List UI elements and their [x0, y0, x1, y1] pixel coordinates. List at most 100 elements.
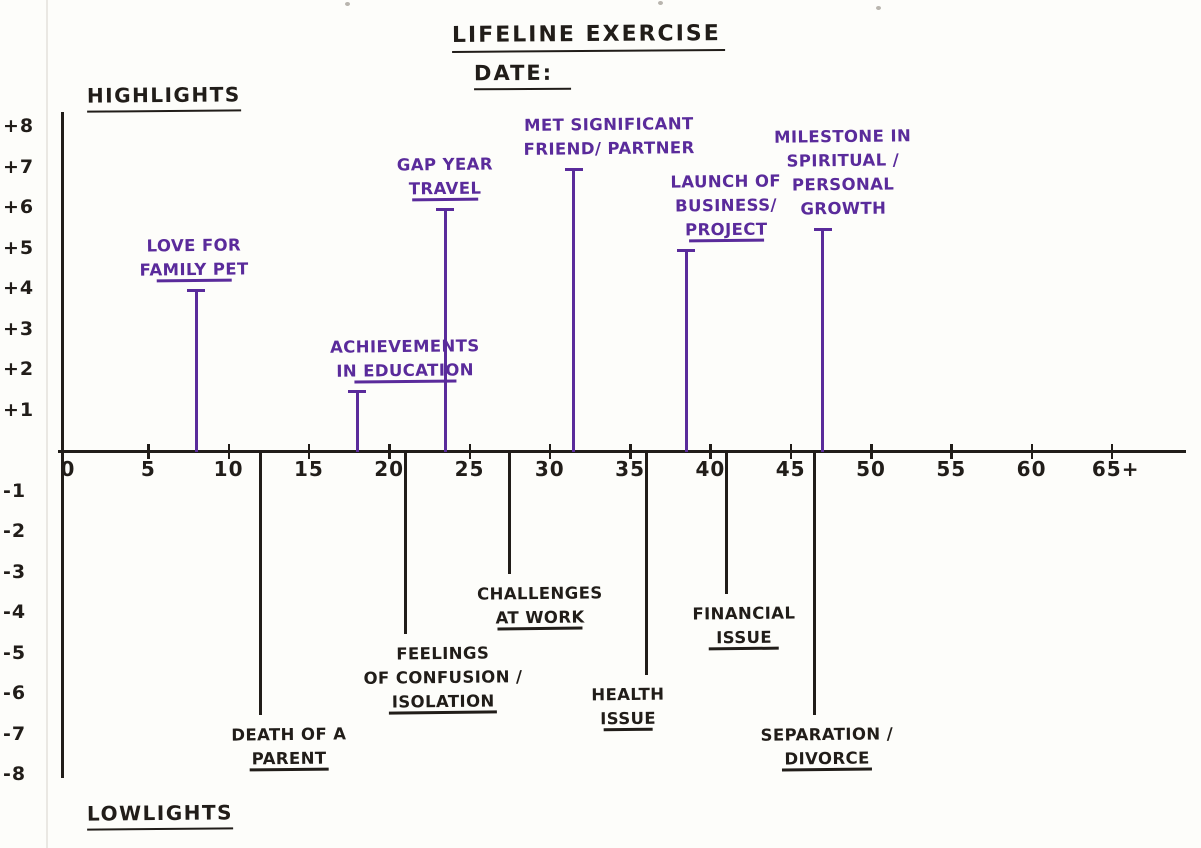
highlight-event-cap [677, 248, 696, 252]
event-label-line: MILESTONE IN [773, 126, 912, 147]
lowlight-event-stem [644, 452, 648, 675]
lowlight-event-label: FEELINGS OF CONFUSION / ISOLATION [363, 641, 523, 717]
y-tick-label: +8 [3, 115, 35, 137]
underline-stroke [354, 379, 457, 384]
event-label-line: LOVE FOR [146, 235, 242, 256]
y-tick-label: +6 [3, 196, 35, 218]
x-tick-label: 35 [615, 457, 646, 481]
event-label-line: ACHIEVEMENTS [330, 336, 480, 358]
highlight-event-cap [564, 167, 583, 171]
event-label-line: SEPARATION / [760, 724, 893, 745]
x-tick-mark [789, 444, 793, 459]
event-label-line: LAUNCH OF [670, 170, 782, 192]
y-tick-label: -8 [3, 763, 27, 785]
x-tick-label: 65+ [1091, 457, 1140, 481]
underline-stroke [389, 710, 498, 715]
underline-stroke [781, 767, 873, 772]
x-tick-mark [709, 444, 712, 459]
highlight-event-cap [813, 228, 832, 232]
event-label-line: ISOLATION [364, 689, 523, 715]
y-tick-label: -1 [3, 479, 27, 502]
scan-speck [345, 2, 350, 6]
x-tick-mark [870, 444, 873, 459]
underline-stroke [249, 767, 329, 772]
x-tick-label: 10 [213, 457, 244, 481]
x-tick-label: 30 [534, 457, 565, 481]
event-label-line: DEATH OF A [230, 724, 347, 745]
y-tick-label: -6 [3, 682, 27, 704]
highlight-event-stem [572, 168, 576, 452]
event-label-line: TRAVEL [397, 176, 493, 201]
x-tick-label: 60 [1016, 457, 1047, 481]
event-label-line: OF CONFUSION / [363, 667, 523, 689]
x-tick-mark [468, 444, 471, 459]
event-label-line: ISSUE [693, 625, 796, 650]
x-tick-label: 55 [936, 457, 967, 481]
event-label-line: SPIRITUAL / [786, 150, 900, 171]
y-tick-label: -7 [3, 722, 27, 745]
y-tick-label: -3 [3, 560, 27, 583]
lowlight-event-label: CHALLENGES AT WORK [477, 581, 603, 633]
underline-stroke [497, 626, 583, 630]
highlight-event-label: MILESTONE IN SPIRITUAL / PERSONAL GROWTH [774, 125, 912, 222]
highlight-event-cap [348, 390, 367, 394]
lowlight-event-stem [724, 452, 728, 594]
highlight-event-stem [821, 229, 825, 452]
highlight-event-stem [194, 290, 198, 452]
event-label-line: DIVORCE [761, 747, 894, 772]
highlight-event-label: MET SIGNIFICANT FRIEND/ PARTNER [523, 112, 695, 162]
event-label-line: BUSINESS/ [675, 194, 778, 216]
event-label-line: FRIEND/ PARTNER [523, 137, 695, 159]
x-tick-mark [1030, 444, 1034, 459]
scan-artifact-line [46, 0, 48, 848]
highlight-event-cap [187, 289, 206, 292]
x-tick-label: 15 [293, 457, 324, 481]
x-tick-mark [307, 444, 311, 459]
y-tick-label: +5 [3, 236, 35, 259]
x-tick-mark [1110, 444, 1114, 459]
y-tick-label: -2 [3, 520, 27, 542]
y-axis [61, 112, 64, 778]
highlight-event-label: ACHIEVEMENTS IN EDUCATION [330, 334, 480, 386]
x-tick-label: 0 [60, 457, 76, 481]
event-label-line: MET SIGNIFICANT [523, 113, 694, 135]
event-label-line: PARENT [231, 747, 346, 772]
event-label-line: ISSUE [592, 706, 665, 731]
x-tick-label: 45 [775, 457, 806, 481]
x-tick-label: 40 [695, 457, 726, 481]
x-tick-mark [548, 444, 552, 459]
event-label-line: GROWTH [800, 198, 887, 219]
event-label-line: PROJECT [671, 217, 782, 242]
y-tick-label: -5 [3, 641, 27, 664]
lowlight-event-stem [813, 452, 817, 716]
event-label-line: HEALTH [591, 684, 665, 705]
x-axis [58, 450, 1186, 453]
lowlight-event-stem [259, 452, 263, 716]
underline-stroke [157, 278, 232, 282]
event-label-line: FAMILY PET [140, 257, 249, 282]
highlight-event-cap [436, 208, 455, 211]
x-tick-mark [147, 444, 150, 459]
highlight-event-label: LAUNCH OF BUSINESS/PROJECT [671, 169, 782, 245]
highlight-event-label: GAP YEAR TRAVEL [397, 152, 494, 204]
x-tick-label: 25 [454, 457, 485, 481]
y-tick-label: +7 [3, 155, 35, 178]
lowlight-event-label: FINANCIAL ISSUE [693, 601, 796, 653]
lowlight-event-stem [508, 452, 512, 574]
lowlight-event-label: HEALTH ISSUE [591, 682, 665, 733]
underline-stroke [709, 646, 780, 650]
highlight-event-stem [443, 209, 447, 452]
y-tick-label: +3 [3, 317, 35, 340]
scan-speck [658, 1, 663, 5]
highlight-event-stem [355, 391, 359, 452]
y-tick-label: +1 [3, 398, 35, 421]
x-tick-mark [227, 444, 231, 459]
underline-stroke [689, 238, 765, 242]
highlight-event-label: LOVE FOR FAMILY PET [140, 233, 249, 285]
lowlight-event-label: SEPARATION / DIVORCE [760, 723, 893, 775]
highlight-event-stem [684, 249, 688, 452]
event-label-line: GAP YEAR [397, 154, 494, 175]
scan-speck [876, 6, 881, 10]
